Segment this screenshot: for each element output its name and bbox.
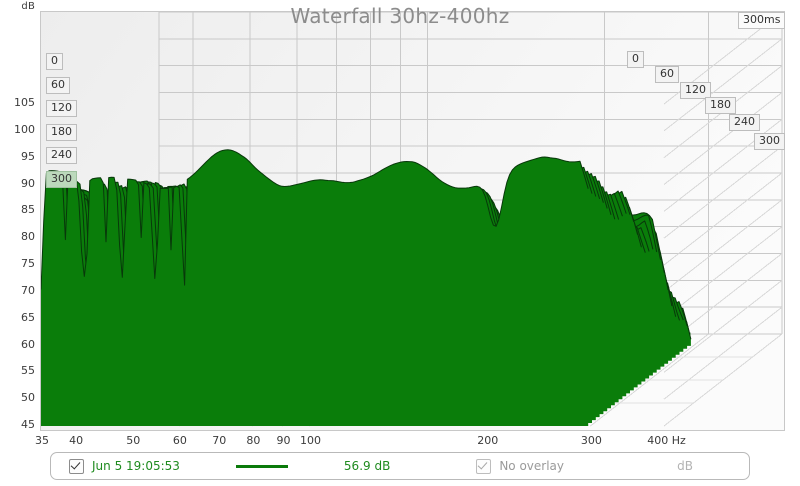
time-tick-right-0: 0 <box>627 51 644 68</box>
waterfall-surface <box>41 12 784 430</box>
frequency-axis-tick: 60 <box>172 434 187 447</box>
time-tick-left-180: 180 <box>46 123 77 141</box>
db-axis-tick: 55 <box>21 364 35 378</box>
time-tick-right-180: 180 <box>705 97 736 114</box>
frequency-axis-tick: 35 <box>35 434 49 447</box>
legend-level-value: 56.9 dB <box>343 459 391 473</box>
db-axis-tick: 95 <box>21 149 35 163</box>
frequency-axis-tick: 300 <box>580 434 602 447</box>
time-tick-left-120: 120 <box>46 100 77 117</box>
frequency-axis-tick: 400 Hz <box>647 434 686 447</box>
db-axis-tick: 50 <box>21 391 35 405</box>
db-axis-tick: 90 <box>21 176 35 190</box>
time-tick-left-0: 0 <box>46 53 63 70</box>
db-axis-tick: 85 <box>21 203 35 217</box>
frequency-axis-tick: 80 <box>246 434 261 447</box>
frequency-axis: 35 40 50 60 70 80 90 100 200 300 400 Hz <box>0 432 800 454</box>
legend-overlay-checkbox[interactable] <box>476 458 492 474</box>
frequency-axis-tick: 40 <box>69 434 84 447</box>
time-tick-right-60: 60 <box>655 66 679 83</box>
legend-measurement-label: Jun 5 19:05:53 <box>92 459 180 473</box>
db-axis-unit-label: dB <box>21 1 35 12</box>
legend-bar[interactable]: Jun 5 19:05:53 56.9 dB No overlay dB <box>50 452 750 480</box>
frequency-axis-tick: 100 <box>299 434 321 447</box>
time-tick-right-240: 240 <box>729 114 760 131</box>
legend-measurement-checkbox[interactable] <box>69 458 84 474</box>
frequency-axis-tick: 200 <box>477 434 499 447</box>
frequency-axis-tick: 90 <box>276 434 291 447</box>
time-tick-left-300: 300 <box>46 170 77 188</box>
db-axis: dB 105 100 95 90 85 80 75 70 65 60 55 50 45 <box>0 0 40 445</box>
db-axis-tick: 105 <box>14 96 35 109</box>
legend-overlay-label: No overlay <box>499 459 564 473</box>
time-tick-left-240: 240 <box>46 147 77 164</box>
time-tick-right-120: 120 <box>680 82 711 99</box>
db-axis-tick: 45 <box>21 418 35 431</box>
time-window-badge: 300ms <box>738 12 786 29</box>
frequency-axis-tick: 50 <box>126 434 141 447</box>
db-axis-tick: 75 <box>21 257 35 270</box>
time-tick-left-60: 60 <box>46 76 70 94</box>
db-axis-tick: 65 <box>21 310 35 324</box>
legend-unit-label: dB <box>677 459 693 473</box>
db-axis-tick: 100 <box>14 122 35 136</box>
frequency-axis-tick: 70 <box>212 434 227 447</box>
db-axis-tick: 80 <box>21 230 35 244</box>
db-axis-tick: 60 <box>21 337 35 351</box>
legend-color-swatch <box>235 464 288 468</box>
db-axis-tick: 70 <box>21 283 35 297</box>
plot-area[interactable] <box>40 11 785 431</box>
time-tick-right-300: 300 <box>754 133 785 150</box>
